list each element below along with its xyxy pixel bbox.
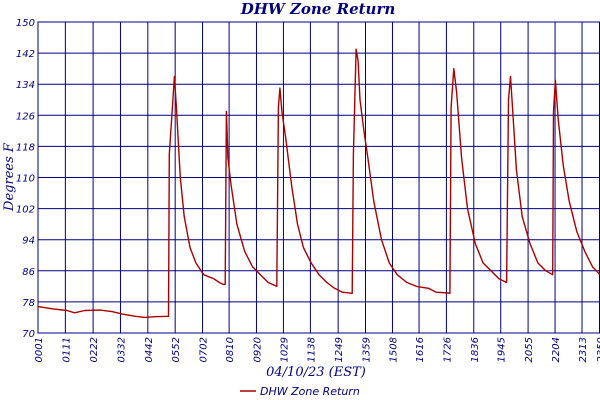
- x-tick-label: 0442: [144, 337, 155, 362]
- x-tick-label: 1726: [442, 337, 453, 362]
- x-tick-label: 2359: [596, 337, 600, 362]
- x-axis-label: 04/10/23 (EST): [266, 365, 366, 380]
- y-tick-label: 150: [16, 18, 35, 29]
- x-tick-label: 0332: [116, 337, 127, 362]
- y-tick-label: 118: [16, 142, 35, 153]
- x-tick-label: 0001: [34, 337, 45, 362]
- y-tick-label: 70: [22, 329, 35, 340]
- x-tick-label: 0222: [89, 337, 100, 362]
- y-tick-label: 126: [16, 111, 35, 122]
- x-tick-label: 1836: [470, 337, 481, 362]
- y-tick-label: 110: [16, 174, 35, 185]
- legend: DHW Zone Return: [240, 385, 360, 398]
- x-tick-label: 1945: [497, 337, 508, 362]
- x-tick-label: 0552: [171, 337, 182, 362]
- y-tick-label: 102: [16, 205, 35, 216]
- x-tick-label: 1249: [334, 337, 345, 362]
- y-axis-label: Degrees F: [2, 142, 17, 212]
- x-tick-label: 0920: [252, 337, 263, 362]
- x-tick-label: 1508: [388, 337, 399, 362]
- x-tick-label: 2055: [524, 337, 535, 362]
- x-tick-label: 2313: [578, 337, 589, 362]
- x-tick-label: 1616: [415, 337, 426, 362]
- x-tick-label: 1029: [279, 337, 290, 362]
- y-tick-label: 142: [16, 49, 35, 60]
- y-tick-label: 86: [22, 267, 35, 278]
- series-line: [37, 48, 600, 319]
- x-tick-label: 0702: [199, 337, 210, 362]
- grid: [37, 21, 600, 334]
- chart-title: DHW Zone Return: [240, 0, 396, 18]
- x-tick-label: 0810: [225, 337, 236, 362]
- y-tick-labels: 70 78 86 94 102 110 118 126 134 142 150: [16, 18, 35, 340]
- x-tick-label: 0111: [61, 337, 72, 362]
- x-tick-label: 1359: [362, 337, 373, 362]
- y-tick-label: 134: [16, 80, 35, 91]
- x-tick-labels: 0001 0111 0222 0332 0442 0552 0702 0810 0920 1029…: [34, 337, 600, 362]
- x-tick-label: 1138: [306, 337, 317, 362]
- x-tick-label: 2204: [551, 337, 562, 362]
- series-layer: [37, 48, 600, 319]
- legend-label: DHW Zone Return: [260, 385, 360, 398]
- y-tick-label: 94: [22, 236, 35, 247]
- y-tick-label: 78: [22, 298, 35, 309]
